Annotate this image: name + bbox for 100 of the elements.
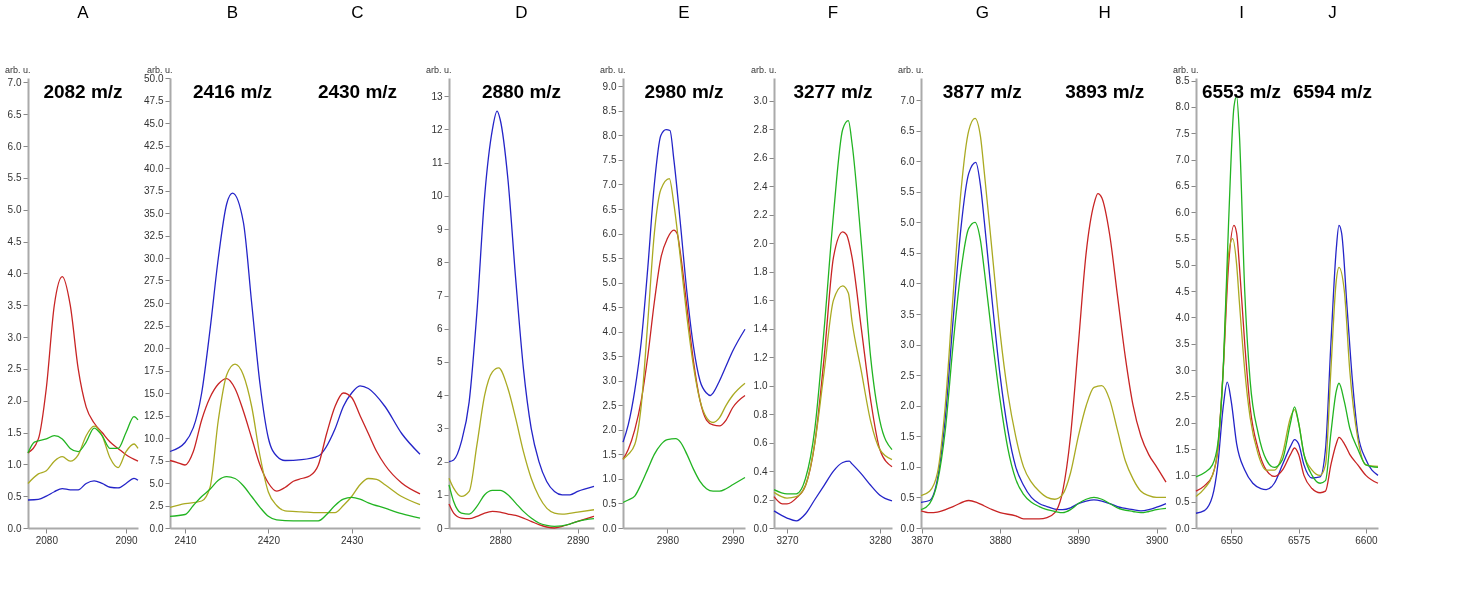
annotation: 2416 m/z <box>192 81 273 102</box>
y-tick-label: 2.0 <box>602 424 617 436</box>
y-tick-label: 3.0 <box>753 95 768 107</box>
y-tick-label: 1.8 <box>753 266 768 278</box>
y-tick-label: 4.0 <box>1175 311 1190 323</box>
y-tick-label: 5.0 <box>602 277 617 289</box>
y-tick-label: 1.5 <box>7 427 22 439</box>
y-tick-label: 12 <box>431 123 443 135</box>
y-tick-label: 3 <box>436 422 443 434</box>
x-tick-label: 2890 <box>567 534 590 546</box>
y-tick-label: 4.0 <box>7 267 22 279</box>
y-tick-label: 5.0 <box>7 204 22 216</box>
y-tick-label: 6.5 <box>7 108 22 120</box>
y-tick-label: 2.5 <box>900 369 915 381</box>
y-tick-label: 7.0 <box>7 76 22 88</box>
y-tick-label: 35.0 <box>144 207 164 219</box>
line-series <box>773 460 893 522</box>
x-tick-label: 6600 <box>1355 534 1378 546</box>
y-tick-label: 15.0 <box>144 387 164 399</box>
line-series <box>169 476 421 522</box>
x-tick-label: 3880 <box>989 534 1013 546</box>
y-tick-label: 6.5 <box>1175 180 1190 192</box>
y-tick-label: 0.0 <box>149 522 164 534</box>
y-tick-label: 25.0 <box>144 297 164 309</box>
x-tick-label: 2990 <box>721 534 745 546</box>
line-series <box>773 231 893 505</box>
y-tick-label: 2.0 <box>900 400 915 412</box>
y-axis-title: arb. u. <box>750 64 777 75</box>
y-tick-label: 9.0 <box>602 80 617 92</box>
y-tick-label: 5.0 <box>1175 259 1190 271</box>
y-tick-label: 1.0 <box>602 473 617 485</box>
y-axis-title: arb. u. <box>146 64 173 75</box>
y-tick-label: 5 <box>436 356 443 368</box>
y-tick-label: 7.5 <box>149 455 164 466</box>
x-tick-label: 3280 <box>869 534 892 546</box>
annotation: 2430 m/z <box>317 81 398 102</box>
x-tick-label: 2410 <box>174 534 198 546</box>
y-tick-label: 2.5 <box>602 399 617 411</box>
annotation: 3893 m/z <box>1065 81 1145 102</box>
y-tick-label: 4.5 <box>602 301 617 313</box>
x-tick-label: 3270 <box>776 534 800 546</box>
x-tick-label: 3900 <box>1145 534 1169 546</box>
y-tick-label: 2.8 <box>753 123 768 135</box>
x-tick-label: 2980 <box>656 534 680 546</box>
x-tick-label: 2420 <box>257 534 281 546</box>
y-tick-label: 40.0 <box>144 162 164 174</box>
y-tick-label: 20.0 <box>144 342 164 354</box>
y-tick-label: 8.5 <box>1175 75 1190 87</box>
y-tick-label: 45.0 <box>144 117 164 129</box>
y-tick-label: 0.5 <box>900 491 915 503</box>
y-tick-label: 7.0 <box>602 178 617 190</box>
y-tick-label: 6.0 <box>1175 206 1190 218</box>
y-tick-label: 4 <box>436 389 443 401</box>
text: A <box>77 3 90 22</box>
text: I <box>1239 3 1244 22</box>
y-tick-label: 37.5 <box>144 185 164 196</box>
y-tick-label: 2.0 <box>1175 417 1190 429</box>
y-axis-title: arb. u. <box>897 64 924 75</box>
y-tick-label: 1.0 <box>900 461 915 473</box>
text: F <box>827 3 839 22</box>
y-tick-label: 27.5 <box>144 275 164 286</box>
y-tick-label: 9 <box>436 223 443 235</box>
line-series <box>169 377 421 495</box>
line-series <box>448 110 595 496</box>
y-tick-label: 0.4 <box>753 465 768 477</box>
y-tick-label: 13 <box>431 90 443 102</box>
line-series <box>622 438 746 504</box>
line-series <box>27 275 139 462</box>
y-tick-label: 7.5 <box>602 154 617 166</box>
y-tick-label: 32.5 <box>144 230 164 241</box>
y-axis-title: arb. u. <box>4 64 31 75</box>
text: C <box>351 3 364 22</box>
x-tick-label: 2080 <box>35 534 59 546</box>
y-tick-label: 10.0 <box>144 432 164 444</box>
y-tick-label: 5.0 <box>149 477 164 489</box>
y-tick-label: 1.5 <box>1175 443 1190 455</box>
y-tick-label: 0 <box>436 522 443 534</box>
y-tick-label: 6.0 <box>900 155 915 167</box>
y-tick-label: 30.0 <box>144 252 164 264</box>
y-tick-label: 3.5 <box>602 350 617 362</box>
y-tick-label: 3.5 <box>1175 338 1190 350</box>
y-axis-title: arb. u. <box>425 64 452 75</box>
y-tick-label: 1 <box>436 489 443 501</box>
y-tick-label: 1.0 <box>753 380 768 392</box>
y-tick-label: 2.6 <box>753 152 768 164</box>
y-tick-label: 2.0 <box>753 237 768 249</box>
y-tick-label: 1.0 <box>7 458 22 470</box>
line-series <box>27 477 139 501</box>
x-tick-label: 3890 <box>1067 534 1091 546</box>
line-series <box>27 425 139 485</box>
y-axis-title: arb. u. <box>599 64 626 75</box>
y-tick-label: 5.5 <box>1175 233 1190 245</box>
y-tick-label: 8.5 <box>602 105 617 117</box>
y-tick-label: 1.6 <box>753 294 768 306</box>
y-tick-label: 0.0 <box>7 522 22 534</box>
y-tick-label: 47.5 <box>144 95 164 106</box>
annotation: 6594 m/z <box>1292 81 1373 102</box>
y-tick-label: 2.5 <box>1175 390 1190 402</box>
y-tick-label: 6.5 <box>900 125 915 137</box>
text: H <box>1098 3 1111 22</box>
